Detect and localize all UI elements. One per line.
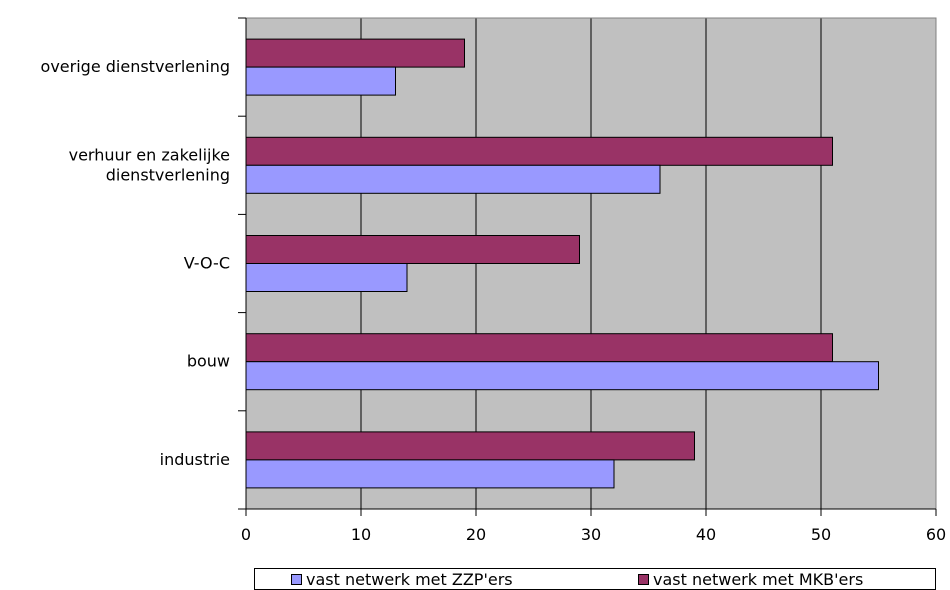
x-tick-label-30: 30 xyxy=(581,525,601,544)
category-label-3-0: bouw xyxy=(187,352,230,371)
x-tick-label-20: 20 xyxy=(466,525,486,544)
bar-mkb-2 xyxy=(245,235,580,264)
bar-zzp-3 xyxy=(245,361,879,391)
category-label-2-0: V-O-C xyxy=(184,254,230,273)
legend-swatch-mkb xyxy=(638,574,649,585)
category-label-4-0: industrie xyxy=(160,450,230,469)
x-tick-label-40: 40 xyxy=(696,525,716,544)
legend-item-mkb: vast netwerk met MKB'ers xyxy=(638,570,863,589)
bar-mkb-0 xyxy=(245,38,465,68)
x-tick-label-50: 50 xyxy=(811,525,831,544)
bar-zzp-2 xyxy=(245,263,408,292)
legend-item-zzp: vast netwerk met ZZP'ers xyxy=(291,570,513,589)
x-tick-label-10: 10 xyxy=(351,525,371,544)
chart-legend: vast netwerk met ZZP'ers vast netwerk me… xyxy=(254,568,936,590)
bar-mkb-4 xyxy=(245,431,695,461)
category-label-1-1: dienstverlening xyxy=(106,165,230,184)
x-tick-label-60: 60 xyxy=(926,525,946,544)
legend-swatch-zzp xyxy=(291,574,302,585)
x-tick-label-0: 0 xyxy=(241,525,251,544)
legend-label-mkb: vast netwerk met MKB'ers xyxy=(653,570,864,589)
legend-label-zzp: vast netwerk met ZZP'ers xyxy=(306,570,513,589)
bar-mkb-1 xyxy=(245,136,833,166)
bar-zzp-0 xyxy=(245,66,396,96)
category-label-1-0: verhuur en zakelijke xyxy=(69,145,230,164)
bar-mkb-3 xyxy=(245,333,833,363)
bar-zzp-4 xyxy=(245,459,615,489)
category-label-0-0: overige dienstverlening xyxy=(41,57,230,76)
bar-zzp-1 xyxy=(245,164,661,194)
